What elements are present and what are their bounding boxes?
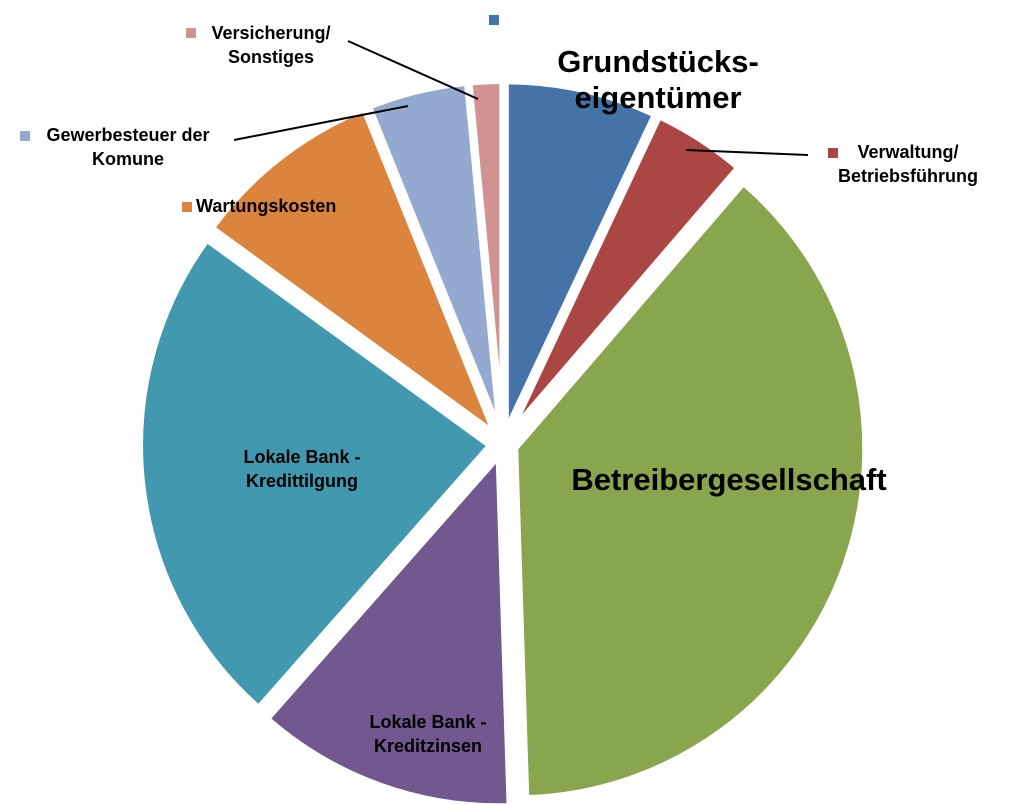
data-label-line: Betriebsführung	[838, 166, 978, 186]
data-label-line: Gewerbesteuer der	[46, 125, 209, 145]
data-label-lokale-bank-kreditzinsen: Lokale Bank - Kreditzinsen	[369, 712, 486, 756]
data-label-line: eigentümer	[574, 80, 741, 115]
legend-marker-versicherung-sonstiges	[186, 28, 196, 38]
pie-slices	[137, 78, 869, 805]
pie-slice-grundstuecks-eigentuemer	[502, 78, 659, 433]
data-label-line: Komune	[92, 149, 164, 169]
data-label-wartungskosten: Wartungskosten	[196, 196, 336, 216]
data-label-versicherung-sonstiges: Versicherung/Sonstiges	[211, 23, 330, 67]
data-label-gewerbesteuer-der-komune: Gewerbesteuer der Komune	[46, 125, 209, 169]
pie-slice-lokale-bank-kredittilgung	[137, 235, 495, 713]
data-label-lokale-bank-kredittilgung: Lokale Bank - Kredittilgung	[243, 447, 360, 491]
data-label-line: Sonstiges	[228, 47, 314, 67]
leader-line-verwaltung-betriebsfuehrung	[685, 149, 809, 156]
data-label-verwaltung-betriebsfuehrung: Verwaltung/Betriebsführung	[838, 142, 978, 186]
data-label-line: Grundstücks-	[557, 44, 759, 79]
data-label-line: Verwaltung/	[857, 142, 958, 162]
leader-lines	[233, 40, 809, 156]
data-label-line: Kreditzinsen	[374, 736, 482, 756]
data-label-line: Lokale Bank -	[243, 447, 360, 467]
pie-slice-lokale-bank-kreditzinsen	[262, 448, 513, 805]
legend-marker-verwaltung-betriebsfuehrung	[828, 148, 838, 158]
data-label-grundstuecks-eigentuemer: Grundstücks-eigentümer	[557, 44, 759, 115]
pie-slice-betreibergesellschaft	[512, 178, 869, 802]
data-label-line: Kredittilgung	[246, 471, 358, 491]
pie-slice-versicherung-sonstiges	[466, 78, 506, 432]
legend-marker-grundstuecks-eigentuemer	[489, 15, 499, 25]
leader-line-gewerbesteuer-der-komune	[233, 105, 409, 141]
slice-labels: Grundstücks-eigentümer Verwaltung/Betrieb…	[20, 15, 978, 756]
leader-line-versicherung-sonstiges	[347, 40, 479, 100]
pie-slice-wartungskosten	[207, 105, 502, 443]
data-label-line: Lokale Bank -	[369, 712, 486, 732]
pie-slice-verwaltung-betriebsfuehrung	[507, 112, 743, 436]
data-label-line: Versicherung/	[211, 23, 330, 43]
data-label-line: Wartungskosten	[196, 196, 336, 216]
legend-marker-wartungskosten	[182, 202, 192, 212]
data-label-line: Betreibergesellschaft	[571, 462, 886, 497]
legend-marker-gewerbesteuer-der-komune	[20, 131, 30, 141]
data-label-betreibergesellschaft: Betreibergesellschaft	[571, 462, 886, 497]
